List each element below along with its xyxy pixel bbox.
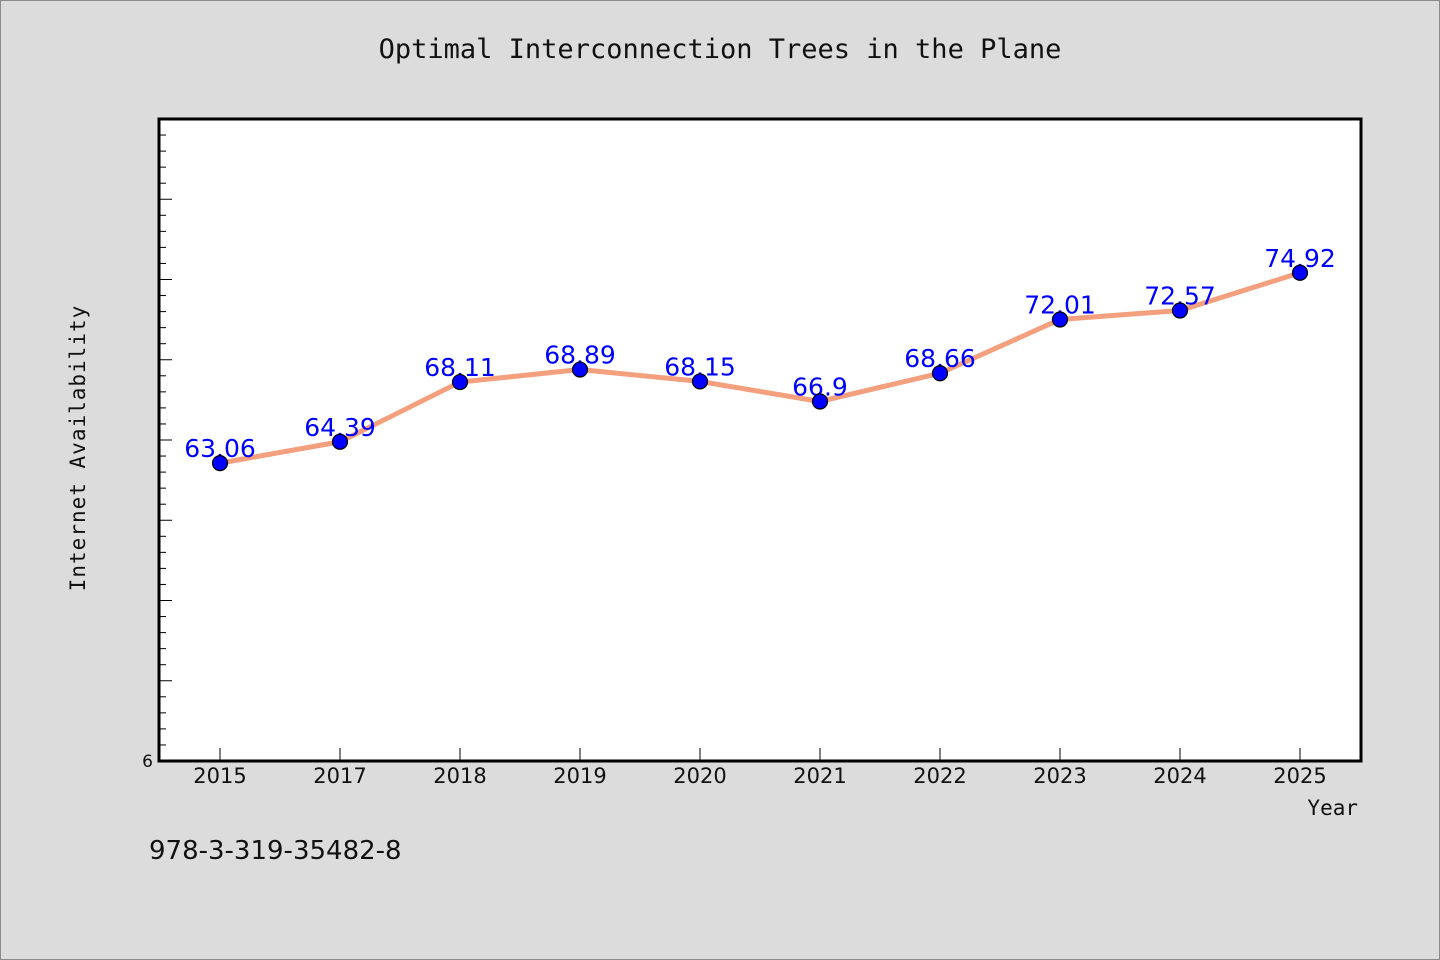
x-axis-label: Year	[1307, 796, 1358, 820]
x-tick-label: 2019	[553, 764, 606, 788]
x-tick-label: 2022	[913, 764, 966, 788]
data-point	[451, 373, 469, 391]
isbn-footer-text: 978-3-319-35482-8	[149, 836, 402, 866]
data-point	[931, 365, 949, 382]
x-tick-label: 2018	[433, 764, 486, 788]
data-point	[1051, 311, 1069, 328]
x-tick-label: 2017	[313, 764, 366, 788]
x-tick-label: 2015	[193, 764, 246, 788]
x-tick-label: 2020	[673, 764, 726, 788]
chart-title: Optimal Interconnection Trees in the Pla…	[378, 34, 1062, 65]
x-tick-label: 2023	[1033, 764, 1086, 788]
data-point	[211, 455, 229, 472]
plot-frame	[157, 117, 1363, 763]
data-point	[1171, 302, 1189, 319]
data-point	[811, 393, 829, 410]
x-tick-label: 2025	[1273, 764, 1326, 788]
data-point	[1291, 264, 1309, 281]
series-line	[217, 270, 1303, 466]
data-point	[331, 433, 349, 450]
x-tick-label: 2024	[1153, 764, 1206, 788]
data-point	[691, 373, 709, 390]
plot-area	[159, 119, 1361, 761]
x-tick-label: 2021	[793, 764, 846, 788]
data-point	[571, 361, 589, 378]
y-tick-label: 6	[142, 752, 153, 772]
